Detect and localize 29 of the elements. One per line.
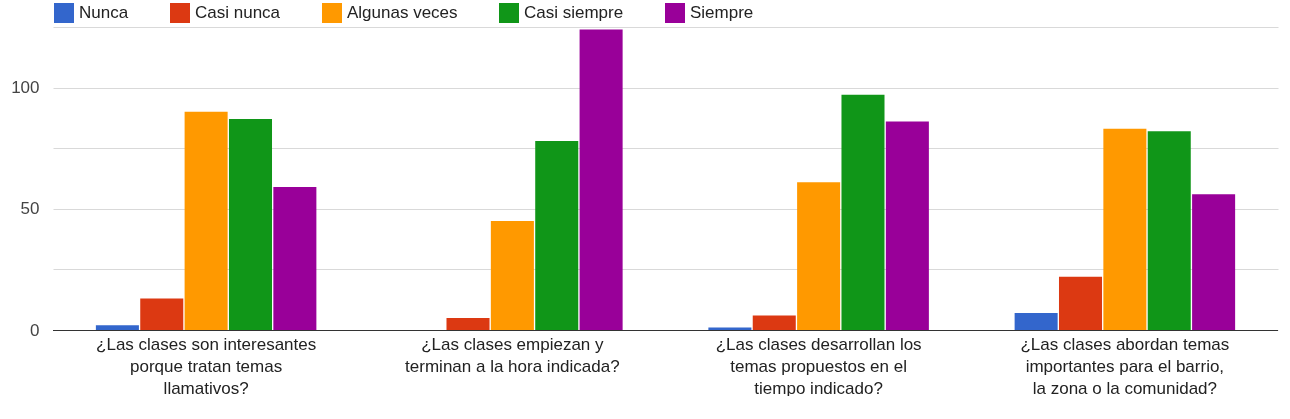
legend-label: Algunas veces bbox=[347, 3, 458, 22]
legend-label: Casi siempre bbox=[524, 3, 624, 22]
x-tick-label: ¿Las clases abordan temas importantes para el barrio, la zona o la comunidad? bbox=[1020, 334, 1230, 398]
bar bbox=[797, 182, 841, 330]
bar bbox=[1192, 194, 1236, 330]
bar bbox=[579, 29, 623, 330]
bar bbox=[140, 298, 184, 330]
y-tick-label: 100 bbox=[11, 78, 40, 98]
bar bbox=[273, 186, 317, 330]
bar bbox=[490, 220, 534, 330]
y-tick-label: 50 bbox=[20, 199, 40, 219]
bar bbox=[228, 119, 273, 330]
legend-label: Casi nunca bbox=[195, 3, 281, 22]
bar bbox=[752, 315, 796, 330]
legend-label: Siempre bbox=[690, 3, 754, 22]
bar bbox=[1058, 276, 1103, 330]
bar bbox=[1014, 313, 1058, 330]
bar bbox=[1147, 131, 1191, 330]
bar bbox=[184, 111, 228, 330]
bar bbox=[95, 325, 139, 330]
x-tick-label: ¿Las clases son interesantes porque tratan temas llamativos? bbox=[96, 334, 317, 398]
bar bbox=[841, 94, 885, 330]
x-tick-label: ¿Las clases empiezan y terminan a la hora indicada? bbox=[405, 334, 620, 376]
bar bbox=[535, 140, 579, 330]
bar bbox=[446, 317, 490, 330]
bar bbox=[1103, 128, 1147, 330]
bar bbox=[885, 121, 929, 330]
legend-label: Nunca bbox=[79, 3, 129, 22]
y-tick-label: 0 bbox=[30, 320, 40, 340]
